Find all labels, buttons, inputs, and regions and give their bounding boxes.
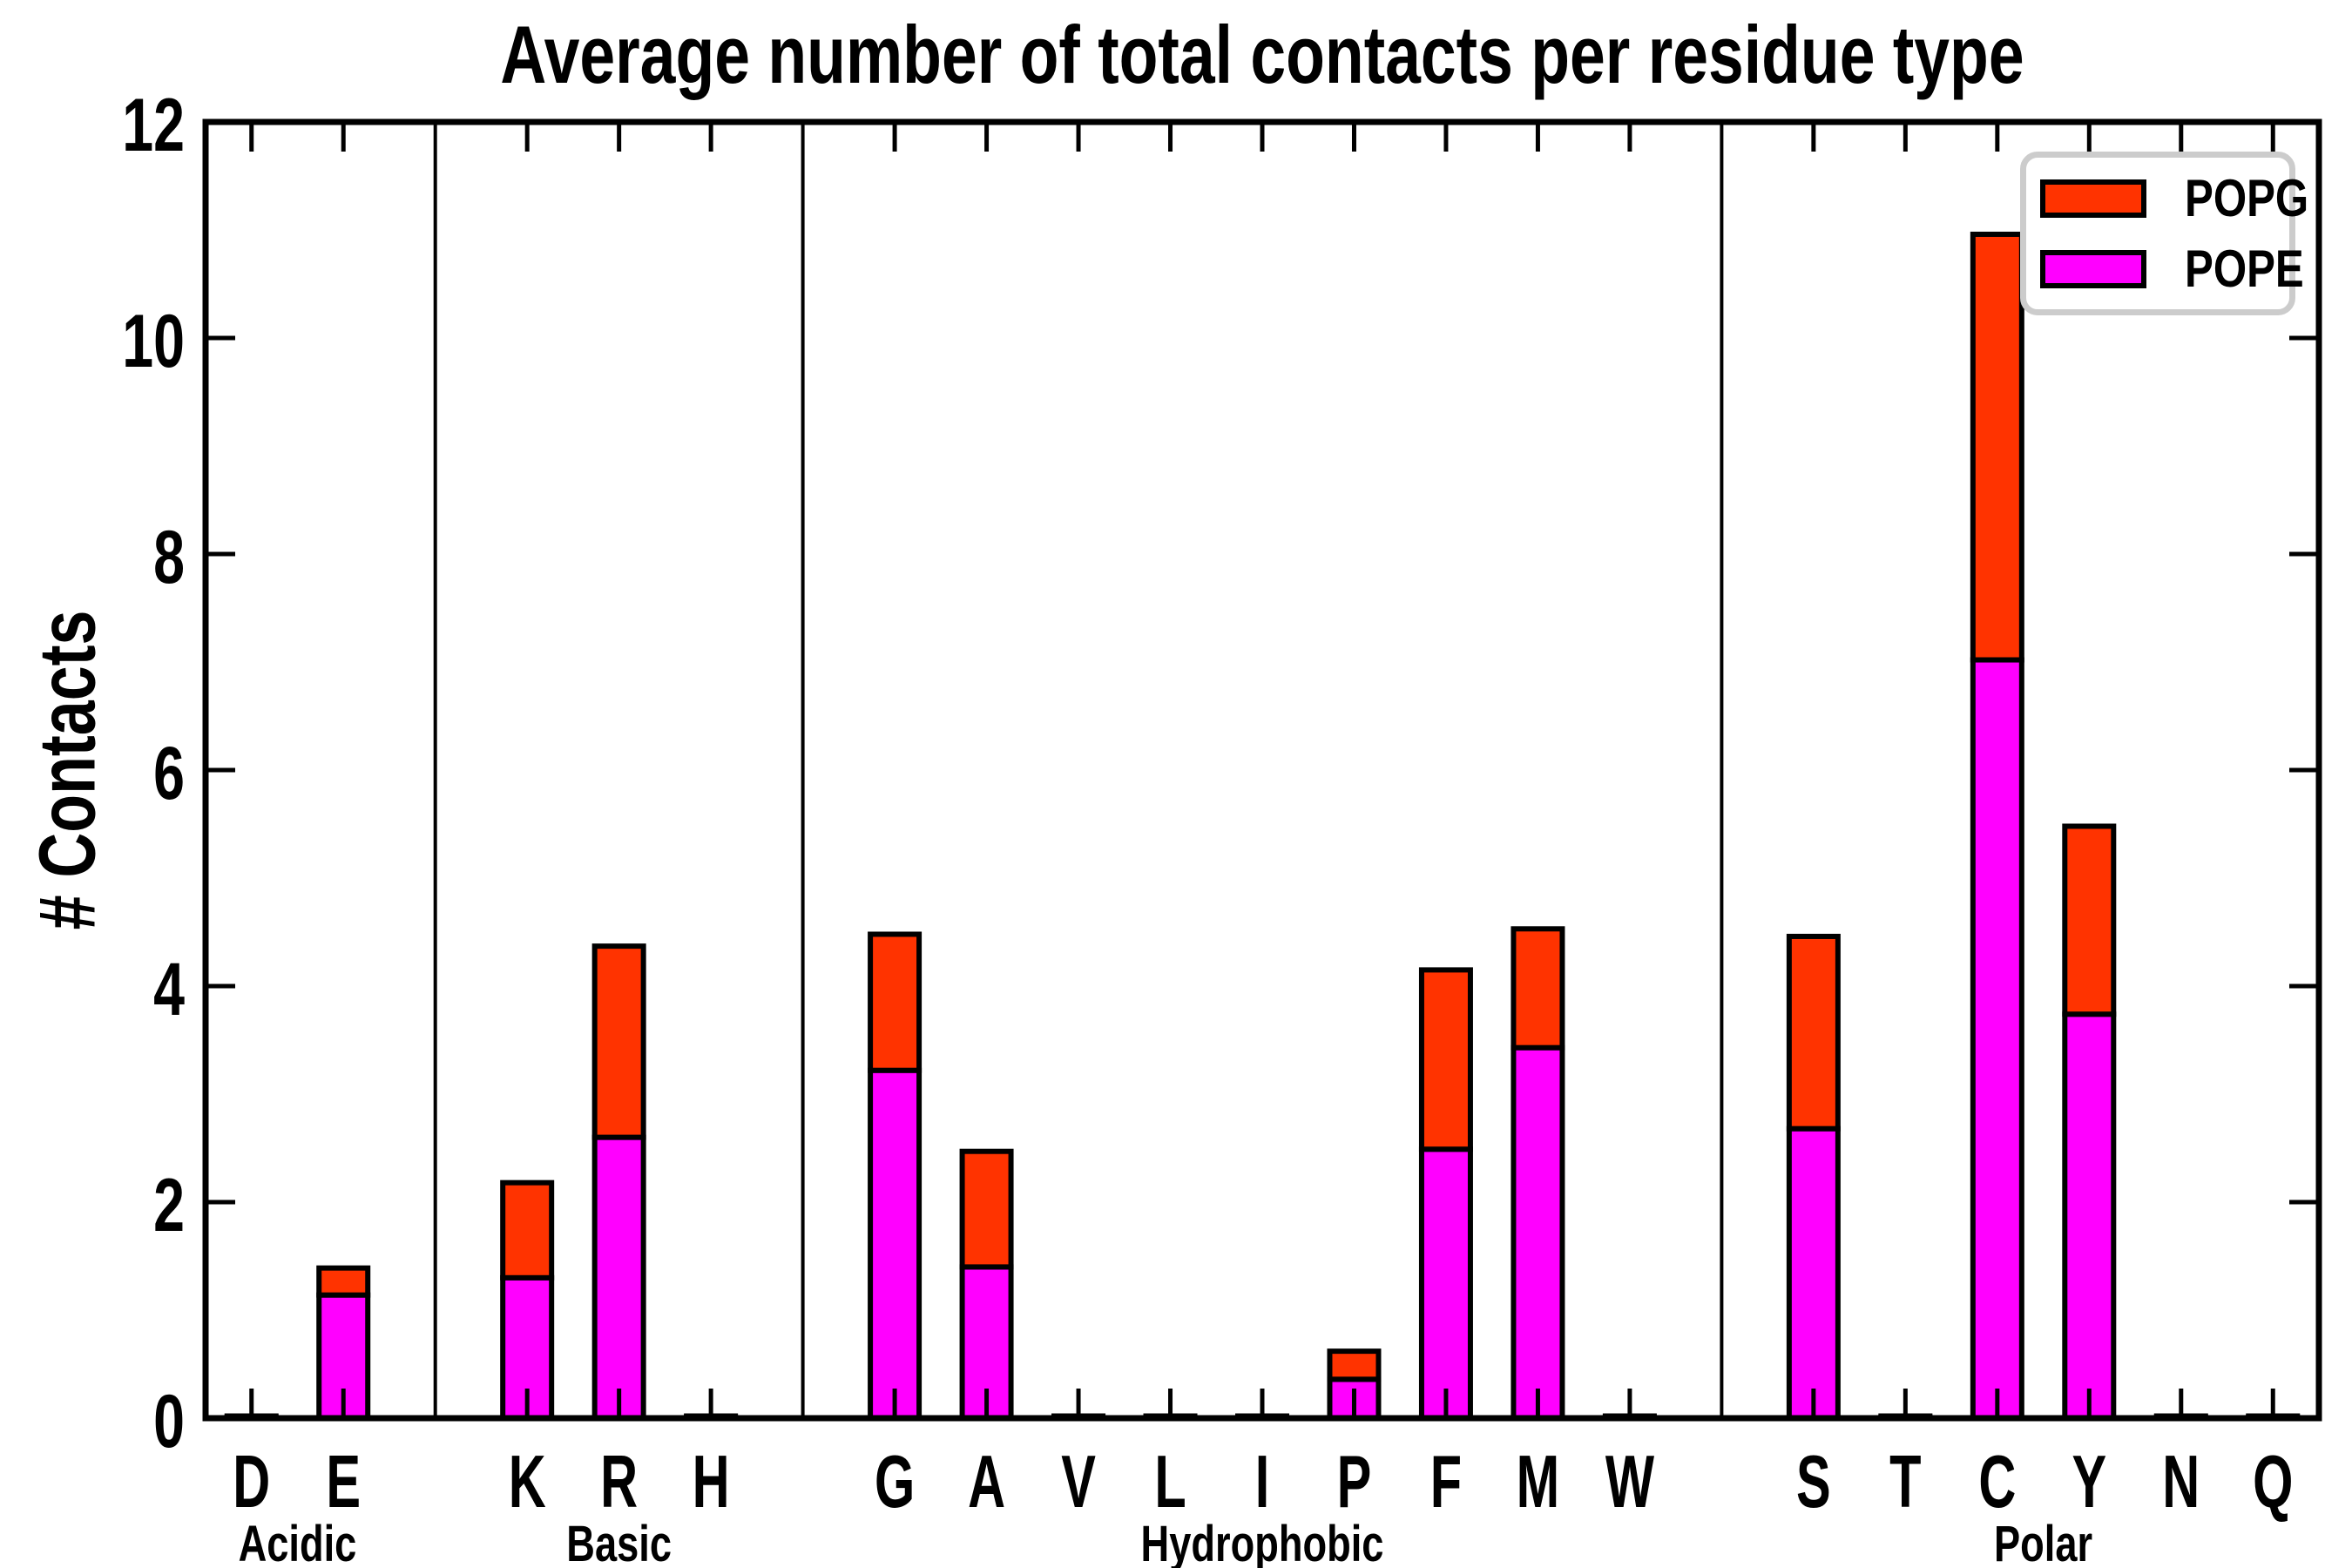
legend-row: POPG (2026, 168, 2308, 228)
bar-POPE-G (868, 1067, 923, 1421)
bar-POPG-K (500, 1179, 555, 1281)
group-label-acidic: Acidic (239, 1517, 357, 1568)
bar-POPG-R (591, 943, 646, 1140)
x-tick-label-C: C (1978, 1441, 2016, 1524)
bar-POPE-R (591, 1134, 646, 1421)
y-tick-label: 2 (153, 1164, 185, 1247)
y-tick-label: 0 (153, 1380, 185, 1463)
x-tick-label-R: R (600, 1441, 638, 1524)
y-tick-label: 4 (153, 948, 185, 1031)
legend-swatch-pope (2040, 249, 2146, 288)
x-tick-label-A: A (968, 1441, 1005, 1524)
x-tick-label-M: M (1517, 1441, 1560, 1524)
y-axis-title: # Contacts (23, 610, 112, 930)
y-tick-label: 10 (122, 300, 185, 383)
bar-POPE-F (1418, 1146, 1473, 1421)
bar-POPG-Y (2062, 823, 2117, 1017)
bar-POPG-F (1418, 967, 1473, 1152)
y-tick-label: 12 (122, 84, 185, 167)
bar-POPE-M (1511, 1044, 1565, 1422)
bar-POPE-Y (2062, 1011, 2117, 1421)
x-tick-label-V: V (1061, 1441, 1096, 1524)
bar-POPE-C (1970, 657, 2024, 1421)
x-tick-label-P: P (1337, 1441, 1372, 1524)
y-tick-label: 8 (153, 516, 185, 599)
x-tick-label-D: D (233, 1441, 270, 1524)
plot-frame (202, 118, 2322, 1422)
bar-POPG-M (1511, 926, 1565, 1051)
x-tick-label-G: G (875, 1441, 915, 1524)
x-tick-label-W: W (1605, 1441, 1655, 1524)
group-label-hydrophobic: Hydrophobic (1141, 1517, 1384, 1568)
x-tick-label-F: F (1430, 1441, 1462, 1524)
x-tick-label-N: N (2162, 1441, 2200, 1524)
bar-POPG-E (316, 1265, 371, 1298)
x-tick-label-Q: Q (2253, 1441, 2293, 1524)
legend-label-pope: POPE (2185, 240, 2304, 298)
group-label-basic: Basic (566, 1517, 672, 1568)
x-tick-label-E: E (326, 1441, 361, 1524)
bar-POPG-G (868, 931, 923, 1073)
legend-row: POPE (2026, 239, 2304, 299)
bar-POPG-P (1327, 1348, 1382, 1382)
x-tick-label-S: S (1796, 1441, 1831, 1524)
y-tick-label: 6 (153, 732, 185, 815)
bar-POPG-S (1786, 933, 1841, 1132)
x-tick-label-K: K (509, 1441, 546, 1524)
x-tick-label-I: I (1255, 1441, 1270, 1524)
x-tick-label-L: L (1154, 1441, 1186, 1524)
legend: POPG POPE (2020, 152, 2308, 315)
chart-title: Average number of total contacts per res… (500, 9, 2024, 100)
bar-POPE-S (1786, 1125, 1841, 1422)
legend-label-popg: POPG (2185, 169, 2309, 227)
legend-swatch-popg (2040, 179, 2146, 218)
x-tick-label-H: H (693, 1441, 730, 1524)
x-tick-label-T: T (1889, 1441, 1921, 1524)
bar-POPG-A (959, 1148, 1014, 1270)
bar-POPG-C (1970, 231, 2024, 663)
x-tick-label-Y: Y (2072, 1441, 2106, 1524)
group-label-polar: Polar (1994, 1517, 2092, 1568)
